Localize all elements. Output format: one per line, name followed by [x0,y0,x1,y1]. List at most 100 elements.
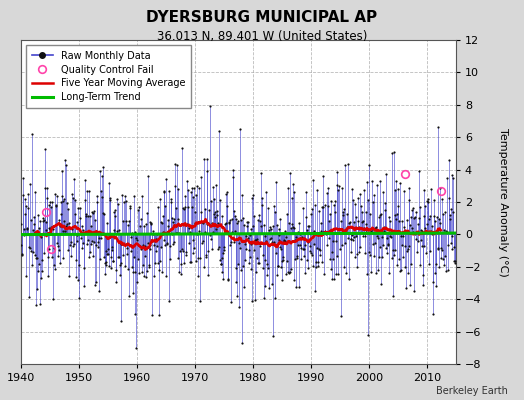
Point [27,216,35,223]
Point [181,193,189,199]
Point [180,206,189,212]
Point [276,216,284,222]
Point [355,191,364,197]
Point [287,225,296,231]
Point [275,231,283,238]
Point [212,226,220,232]
Point [225,219,233,225]
Point [235,240,243,246]
Point [398,217,407,224]
Point [384,242,392,248]
Point [444,242,452,248]
Point [27,131,36,138]
Point [380,200,389,206]
Point [242,246,250,252]
Point [357,208,366,215]
Point [170,239,178,245]
Point [106,197,114,203]
Point [89,253,97,259]
Point [146,219,154,226]
Point [137,246,146,252]
Point [401,264,409,270]
Point [130,254,138,261]
Point [285,270,293,276]
Point [336,226,344,232]
Point [89,210,97,216]
Point [208,246,216,252]
Point [334,271,343,278]
Point [136,223,144,229]
Point [245,232,254,238]
Point [57,210,66,217]
Point [57,193,66,199]
Point [159,237,168,243]
Point [249,192,257,198]
Point [119,218,127,224]
Point [350,219,358,225]
Point [43,254,52,260]
Point [82,213,90,220]
Point [281,238,289,244]
Point [409,204,417,211]
Point [341,240,350,246]
Point [168,231,176,238]
Point [362,209,370,215]
Point [270,294,279,301]
Point [140,243,149,250]
Point [282,270,290,277]
Point [132,345,140,351]
Point [181,249,190,255]
Point [252,237,260,244]
Point [244,246,253,253]
Point [125,293,133,299]
Point [26,245,35,252]
Point [74,205,82,211]
Point [76,204,84,211]
Point [362,229,370,235]
Point [71,273,80,280]
Point [183,221,191,227]
Point [257,223,265,230]
Point [69,243,78,249]
Point [54,252,62,259]
Point [45,225,53,231]
Text: Berkeley Earth: Berkeley Earth [436,386,508,396]
Point [125,218,134,224]
Point [405,185,413,191]
Point [303,256,311,263]
Point [395,218,403,224]
Point [265,227,273,233]
Point [338,242,346,248]
Point [274,262,282,269]
Point [422,250,431,256]
Point [286,170,294,176]
Point [105,262,113,269]
Point [172,205,180,211]
Point [365,249,373,255]
Point [63,247,72,254]
Point [386,234,395,240]
Point [302,227,311,233]
Point [424,216,433,222]
Point [441,253,450,259]
Point [227,228,236,235]
Point [184,240,193,246]
Point [120,241,128,247]
Point [166,256,174,263]
Point [127,230,136,236]
Point [421,224,430,231]
Point [80,282,89,289]
Point [39,250,48,256]
Point [60,218,69,224]
Point [59,228,68,234]
Point [169,240,178,247]
Point [415,168,423,174]
Point [420,242,429,249]
Point [322,230,331,236]
Point [305,242,314,249]
Point [288,180,297,187]
Point [300,242,309,248]
Point [178,246,187,252]
Point [51,191,59,198]
Point [232,278,240,285]
